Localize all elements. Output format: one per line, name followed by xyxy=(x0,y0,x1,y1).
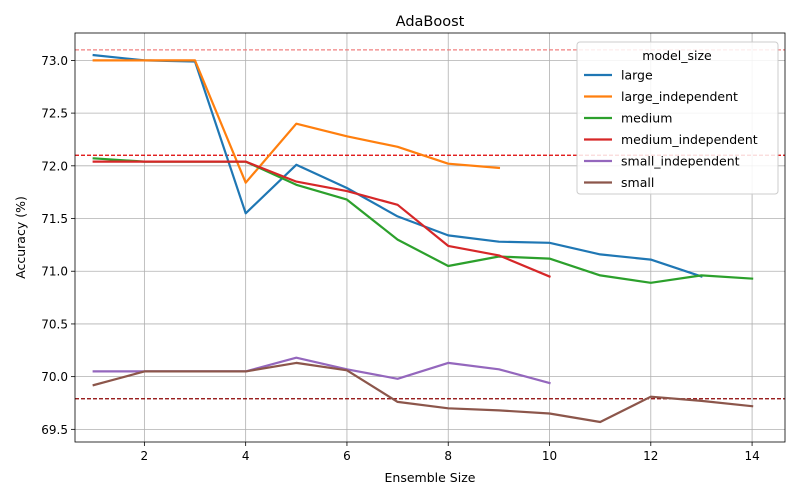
y-tick-label: 72.5 xyxy=(41,107,68,121)
y-tick-label: 71.5 xyxy=(41,212,68,226)
legend-label-large-independent: large_independent xyxy=(621,89,738,104)
legend-label-large: large xyxy=(621,68,653,83)
y-tick-label: 72.0 xyxy=(41,159,68,173)
x-axis-ticks: 2 4 6 8 10 12 14 xyxy=(141,442,760,463)
legend-label-small-independent: small_independent xyxy=(621,154,740,169)
x-axis-label: Ensemble Size xyxy=(385,470,476,485)
grid xyxy=(75,33,785,442)
y-axis-ticks: 69.5 70.0 70.5 71.0 71.5 72.0 72.5 73.0 xyxy=(41,54,75,437)
series-line-small xyxy=(92,361,754,424)
series-lines xyxy=(92,53,754,424)
plot-frame xyxy=(74,32,786,443)
x-tick-label: 14 xyxy=(744,449,759,463)
series-line-medium-independent xyxy=(92,160,551,278)
y-tick-label: 69.5 xyxy=(41,423,68,437)
chart-title: AdaBoost xyxy=(396,14,465,30)
y-tick-label: 71.0 xyxy=(41,265,68,279)
legend-box xyxy=(576,41,779,195)
x-tick-label: 12 xyxy=(643,449,658,463)
y-tick-label: 70.5 xyxy=(41,317,68,331)
legend-label-medium-independent: medium_independent xyxy=(621,132,758,147)
y-axis-label: Accuracy (%) xyxy=(13,196,28,279)
x-tick-label: 2 xyxy=(141,449,149,463)
x-tick-label: 10 xyxy=(542,449,557,463)
y-tick-label: 73.0 xyxy=(41,54,68,68)
legend-label-small: small xyxy=(621,175,654,190)
series-line-large-independent xyxy=(92,59,501,184)
x-tick-label: 8 xyxy=(444,449,452,463)
legend-title: model_size xyxy=(642,48,712,63)
x-tick-label: 6 xyxy=(343,449,351,463)
x-tick-label: 4 xyxy=(242,449,250,463)
y-tick-label: 70.0 xyxy=(41,370,68,384)
legend-label-medium: medium xyxy=(621,111,672,126)
